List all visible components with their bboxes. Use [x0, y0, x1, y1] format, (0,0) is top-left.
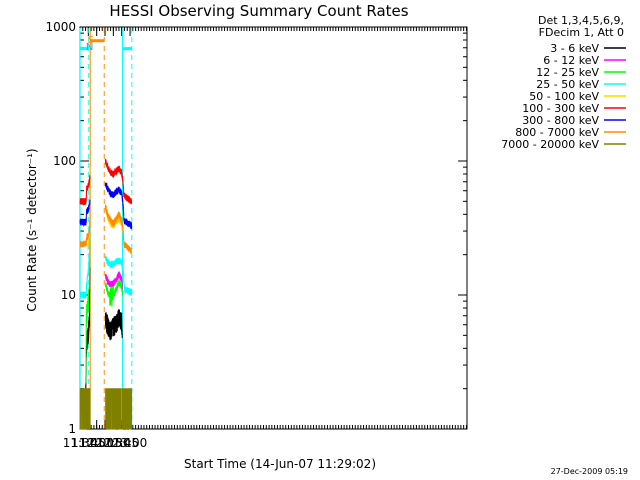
chart-title: HESSI Observing Summary Count Rates: [109, 2, 408, 20]
legend-label: 100 - 300 keV: [522, 102, 599, 115]
y-tick-label: 10: [61, 288, 76, 302]
x-tick-label: 12:30: [96, 436, 131, 450]
x-tick-label: 11:30: [63, 436, 98, 450]
x-tick-label: 12:15: [88, 436, 123, 450]
series-line-800to7000keV: [104, 204, 133, 254]
series-line-100to300keV: [104, 158, 133, 205]
series-line-6to12keV: [105, 271, 123, 290]
series-line-7000to20000keV: [105, 388, 133, 430]
plot-area: 1 10 100 1000 11:3011:4512:0012:1512:3012:45…: [45, 20, 468, 450]
legend-label: 800 - 7000 keV: [515, 126, 599, 139]
marker-n: N: [86, 42, 93, 53]
marker-s: S: [87, 35, 93, 46]
legend-label: 12 - 25 keV: [536, 66, 599, 79]
series-line-300to800keV: [104, 182, 133, 230]
y-tick-label: 1: [68, 422, 76, 436]
series-line-25to50keV: [79, 227, 91, 299]
legend-label: 300 - 800 keV: [522, 114, 599, 127]
series-line-800to7000keV: [79, 219, 91, 248]
timestamp: 27-Dec-2009 05:19: [551, 467, 628, 476]
legend-label: 25 - 50 keV: [536, 78, 599, 91]
legend-label: 50 - 100 keV: [529, 90, 599, 103]
x-axis-label: Start Time (14-Jun-07 11:29:02): [184, 457, 376, 471]
y-tick-label: 100: [53, 154, 76, 168]
x-tick-label: 13:00: [113, 436, 148, 450]
legend-header-line-1: Det 1,3,4,5,6,9,: [538, 14, 624, 27]
legend: Det 1,3,4,5,6,9, FDecim 1, Att 0 3 - 6 k…: [501, 14, 626, 151]
series-line-300to800keV: [79, 199, 91, 227]
legend-label: 6 - 12 keV: [543, 54, 599, 67]
series-line-25to50keV: [104, 255, 133, 296]
legend-label: 3 - 6 keV: [550, 42, 599, 55]
series-line-7000to20000keV: [79, 388, 91, 430]
x-tick-label: 12:45: [104, 436, 139, 450]
x-tick-label: 11:45: [71, 436, 106, 450]
legend-header-line-2: FDecim 1, Att 0: [539, 26, 624, 39]
series-line-3to6keV: [104, 309, 123, 341]
series-line-12to25keV: [85, 232, 91, 384]
series-line-12to25keV: [105, 279, 123, 307]
series-line-100to300keV: [79, 175, 91, 206]
x-tick-label: 12:00: [79, 436, 114, 450]
y-tick-label: 1000: [45, 20, 76, 34]
y-axis-label: Count Rate (s⁻¹ detector⁻¹): [25, 148, 39, 311]
legend-label: 7000 - 20000 keV: [501, 138, 599, 151]
